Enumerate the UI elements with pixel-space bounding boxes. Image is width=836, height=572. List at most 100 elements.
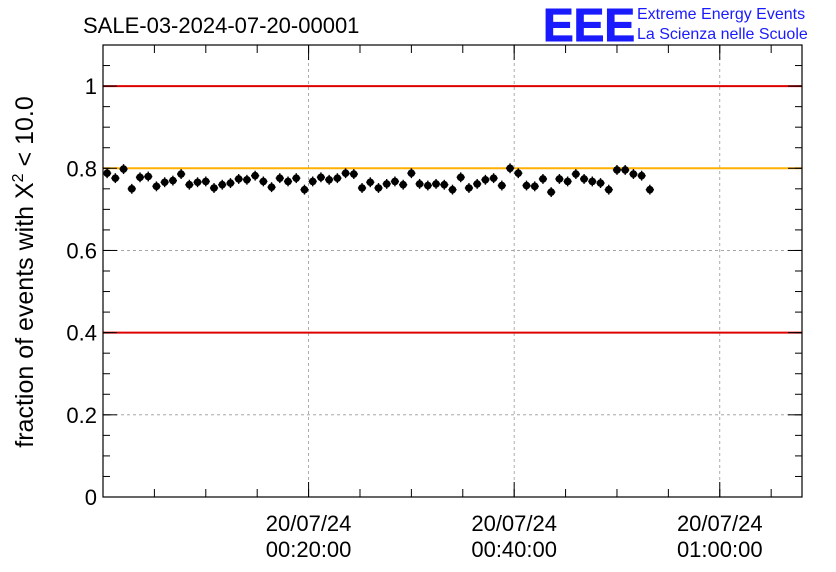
- data-marker: [317, 173, 325, 182]
- data-point: [308, 176, 317, 187]
- data-point: [637, 170, 646, 181]
- data-marker: [424, 181, 432, 190]
- plot-frame: [102, 44, 803, 498]
- data-marker: [489, 174, 498, 182]
- data-point: [374, 183, 383, 193]
- data-marker: [563, 177, 572, 186]
- data-point: [612, 164, 622, 175]
- data-marker: [234, 175, 243, 183]
- data-point: [267, 182, 276, 193]
- data-point: [563, 176, 572, 187]
- x-tick-label-time: 00:40:00: [471, 537, 557, 562]
- data-marker: [169, 176, 177, 185]
- data-point: [390, 176, 400, 187]
- data-marker: [646, 185, 654, 194]
- x-tick-label-time: 01:00:00: [677, 537, 763, 562]
- data-point: [357, 183, 367, 193]
- data-point: [275, 173, 284, 184]
- data-point: [259, 176, 268, 187]
- x-tick-label-date: 20/07/24: [471, 511, 557, 536]
- data-point: [481, 174, 490, 185]
- data-marker: [613, 166, 621, 174]
- data-marker: [432, 180, 440, 188]
- data-point: [522, 180, 531, 191]
- y-axis-label-prefix: fraction of events with: [11, 199, 39, 448]
- data-point: [300, 184, 309, 195]
- reference-lines: [103, 85, 802, 334]
- x-tick-label-date: 20/07/24: [677, 511, 763, 536]
- data-marker: [341, 169, 350, 178]
- data-point: [333, 173, 342, 184]
- data-marker: [415, 180, 424, 188]
- data-marker: [103, 169, 111, 178]
- data-marker: [514, 169, 523, 178]
- data-points: [103, 163, 654, 198]
- data-marker: [284, 177, 292, 186]
- data-marker: [522, 181, 531, 190]
- data-marker: [572, 170, 580, 178]
- grid: [103, 45, 802, 497]
- data-marker: [292, 174, 301, 182]
- data-point: [234, 174, 243, 184]
- data-point: [325, 174, 334, 185]
- data-marker: [259, 177, 268, 186]
- data-marker: [152, 182, 161, 191]
- data-point: [135, 172, 145, 183]
- data-marker: [308, 177, 317, 186]
- data-point: [547, 187, 556, 198]
- y-tick-label: 0.6: [66, 238, 97, 263]
- data-point: [555, 174, 564, 184]
- data-marker: [127, 185, 136, 193]
- data-marker: [465, 184, 473, 192]
- data-point: [423, 180, 432, 191]
- data-point: [316, 172, 326, 183]
- data-marker: [456, 173, 465, 182]
- data-marker: [333, 174, 342, 182]
- logo-mark: EEE: [543, 0, 635, 51]
- data-point: [473, 178, 482, 189]
- data-marker: [210, 184, 218, 192]
- data-point: [218, 179, 227, 190]
- y-axis-label-symbol: Χ: [11, 182, 39, 199]
- data-point: [349, 169, 358, 179]
- data-point: [431, 178, 441, 189]
- data-point: [530, 181, 539, 192]
- data-marker: [473, 180, 481, 188]
- y-tick-label: 0.4: [66, 321, 97, 346]
- data-point: [497, 180, 506, 191]
- data-marker: [637, 171, 646, 180]
- data-marker: [366, 178, 375, 187]
- data-marker: [136, 173, 144, 182]
- data-marker: [144, 172, 153, 181]
- data-point: [341, 168, 350, 179]
- data-marker: [604, 185, 613, 194]
- data-marker: [382, 180, 391, 188]
- data-point: [119, 164, 128, 175]
- logo-line-1: Extreme Energy Events: [637, 6, 805, 23]
- data-marker: [119, 165, 128, 173]
- data-point: [464, 183, 474, 193]
- data-marker: [629, 170, 638, 178]
- data-marker: [539, 175, 547, 183]
- data-marker: [391, 177, 399, 186]
- x-tick-label-date: 20/07/24: [266, 511, 352, 536]
- y-tick-label: 0.8: [66, 156, 97, 181]
- data-point: [382, 178, 391, 189]
- data-point: [621, 164, 630, 175]
- data-point: [645, 184, 654, 195]
- data-point: [399, 179, 408, 190]
- chart-title: SALE-03-2024-07-20-00001: [83, 13, 359, 38]
- data-point: [251, 170, 260, 181]
- data-point: [505, 163, 515, 174]
- data-point: [588, 176, 597, 187]
- data-point: [103, 168, 112, 179]
- data-marker: [580, 175, 588, 183]
- data-marker: [498, 181, 506, 190]
- data-point: [440, 179, 449, 190]
- data-point: [489, 173, 498, 184]
- data-marker: [407, 169, 416, 178]
- logo-line-2: La Scienza nelle Scuole: [637, 26, 808, 43]
- data-marker: [596, 179, 605, 187]
- data-point: [242, 174, 252, 185]
- data-point: [292, 173, 301, 184]
